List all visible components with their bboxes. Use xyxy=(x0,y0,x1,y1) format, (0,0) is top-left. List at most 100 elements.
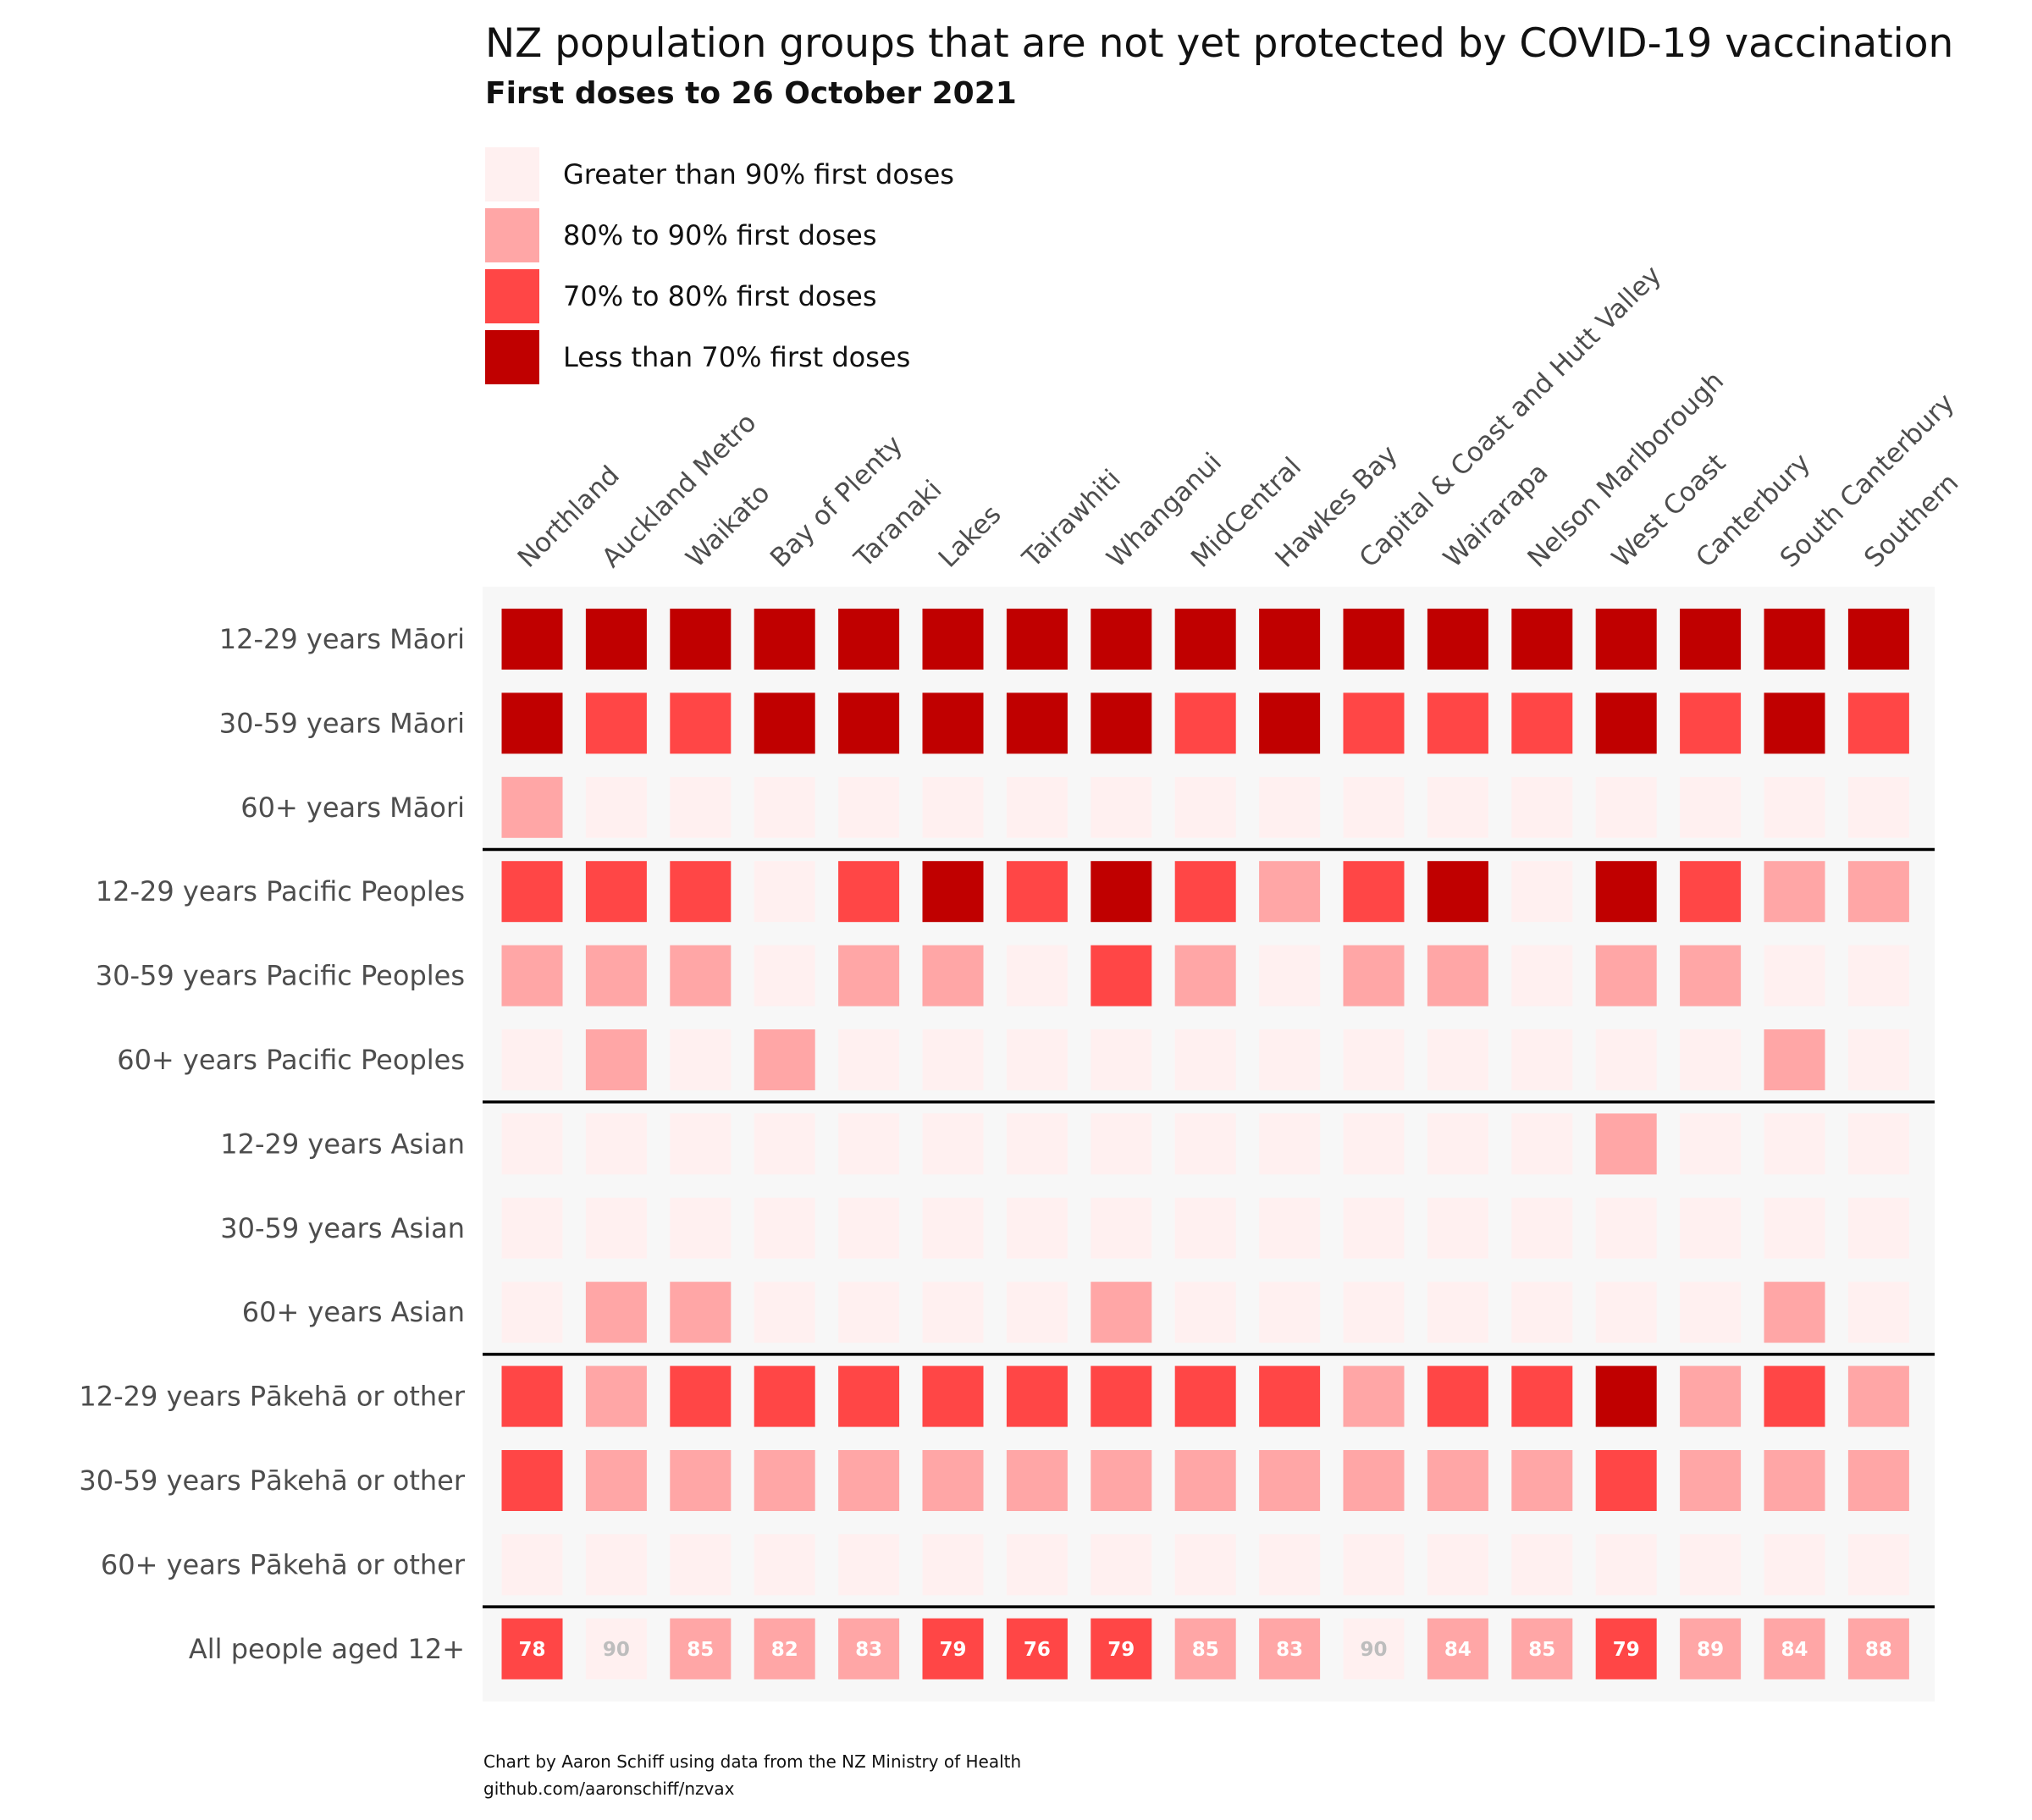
cell-60-years-asian-south-canterbury xyxy=(1764,1282,1825,1343)
cell-30-59-years-pakeha-or-other-bay-of-plenty xyxy=(754,1450,815,1511)
cell-30-59-years-maori-northland xyxy=(501,692,563,754)
cell-30-59-years-pakeha-or-other-wairarapa xyxy=(1427,1450,1488,1511)
cell-12-29-years-pacific-peoples-wairarapa xyxy=(1427,861,1488,923)
row-label-12-29-years-pacific-peoples: 12-29 years Pacific Peoples xyxy=(96,875,465,907)
legend-label-1: 80% to 90% first doses xyxy=(563,219,877,251)
cell-60-years-maori-northland xyxy=(501,776,563,838)
cell-30-59-years-pacific-peoples-hawkes-bay xyxy=(1259,945,1321,1007)
cell-12-29-years-pakeha-or-other-canterbury xyxy=(1680,1365,1742,1427)
cell-12-29-years-pacific-peoples-waikato xyxy=(670,861,732,923)
cell-60-years-maori-canterbury xyxy=(1680,776,1742,838)
cell-30-59-years-pacific-peoples-northland xyxy=(501,945,563,1007)
cell-all-people-aged-12-waikato xyxy=(670,1618,732,1679)
cell-60-years-maori-auckland-metro xyxy=(585,776,647,838)
legend-label-0: Greater than 90% first doses xyxy=(563,158,954,190)
cell-60-years-maori-south-canterbury xyxy=(1764,776,1825,838)
cell-12-29-years-pakeha-or-other-wairarapa xyxy=(1427,1365,1488,1427)
cell-12-29-years-pacific-peoples-south-canterbury xyxy=(1764,861,1825,923)
cell-60-years-pacific-peoples-hawkes-bay xyxy=(1259,1029,1321,1090)
cell-30-59-years-maori-south-canterbury xyxy=(1764,692,1825,754)
cell-12-29-years-pakeha-or-other-south-canterbury xyxy=(1764,1365,1825,1427)
cell-60-years-maori-lakes xyxy=(922,776,984,838)
cell-12-29-years-asian-canterbury xyxy=(1680,1113,1742,1175)
cell-30-59-years-maori-waikato xyxy=(670,692,732,754)
cell-12-29-years-pakeha-or-other-bay-of-plenty xyxy=(754,1365,815,1427)
cell-12-29-years-asian-south-canterbury xyxy=(1764,1113,1825,1175)
cell-60-years-maori-waikato xyxy=(670,776,732,838)
cell-30-59-years-pakeha-or-other-auckland-metro xyxy=(585,1450,647,1511)
cell-30-59-years-maori-midcentral xyxy=(1174,692,1236,754)
cell-60-years-pacific-peoples-nelson-marlborough xyxy=(1511,1029,1573,1090)
cell-all-people-aged-12-wairarapa xyxy=(1427,1618,1488,1679)
cell-12-29-years-pacific-peoples-hawkes-bay xyxy=(1259,861,1321,923)
row-label-30-59-years-pacific-peoples: 30-59 years Pacific Peoples xyxy=(96,960,465,992)
value-label-bay-of-plenty: 82 xyxy=(771,1639,798,1661)
cell-12-29-years-maori-south-canterbury xyxy=(1764,609,1825,670)
cell-30-59-years-pakeha-or-other-nelson-marlborough xyxy=(1511,1450,1573,1511)
cell-60-years-maori-bay-of-plenty xyxy=(754,776,815,838)
cell-60-years-pakeha-or-other-nelson-marlborough xyxy=(1511,1534,1573,1596)
cell-30-59-years-pacific-peoples-capital-coast-and-hutt-valley xyxy=(1343,945,1405,1007)
cell-30-59-years-maori-west-coast xyxy=(1595,692,1657,754)
cell-60-years-asian-lakes xyxy=(922,1282,984,1343)
value-label-capital-coast-and-hutt-valley: 90 xyxy=(1360,1639,1387,1661)
cell-60-years-pacific-peoples-taranaki xyxy=(838,1029,900,1090)
cell-30-59-years-asian-hawkes-bay xyxy=(1259,1197,1321,1259)
cell-30-59-years-pakeha-or-other-canterbury xyxy=(1680,1450,1742,1511)
cell-60-years-asian-waikato xyxy=(670,1282,732,1343)
cell-60-years-pacific-peoples-west-coast xyxy=(1595,1029,1657,1090)
cell-60-years-maori-taranaki xyxy=(838,776,900,838)
cell-60-years-maori-wairarapa xyxy=(1427,776,1488,838)
cell-12-29-years-pacific-peoples-midcentral xyxy=(1174,861,1236,923)
row-label-12-29-years-asian: 12-29 years Asian xyxy=(220,1128,465,1160)
legend: Greater than 90% first doses 80% to 90% f… xyxy=(485,147,954,384)
cell-12-29-years-pacific-peoples-west-coast xyxy=(1595,861,1657,923)
row-labels: 12-29 years Māori 30-59 years Māori 60+ ye… xyxy=(79,623,465,1665)
row-label-30-59-years-pakeha-or-other: 30-59 years Pākehā or other xyxy=(79,1464,465,1497)
cell-60-years-pakeha-or-other-auckland-metro xyxy=(585,1534,647,1596)
cell-12-29-years-pacific-peoples-northland xyxy=(501,861,563,923)
value-label-lakes: 79 xyxy=(939,1639,966,1661)
value-label-south-canterbury: 84 xyxy=(1781,1639,1808,1661)
row-label-60-years-maori: 60+ years Māori xyxy=(240,791,465,824)
cell-all-people-aged-12-northland xyxy=(501,1618,563,1679)
cell-12-29-years-asian-nelson-marlborough xyxy=(1511,1113,1573,1175)
cell-60-years-asian-whanganui xyxy=(1091,1282,1152,1343)
cell-12-29-years-pakeha-or-other-auckland-metro xyxy=(585,1365,647,1427)
cell-60-years-pakeha-or-other-hawkes-bay xyxy=(1259,1534,1321,1596)
cell-30-59-years-pakeha-or-other-whanganui xyxy=(1091,1450,1152,1511)
cell-12-29-years-asian-waikato xyxy=(670,1113,732,1175)
value-label-southern: 88 xyxy=(1865,1639,1892,1661)
cell-60-years-pacific-peoples-tairawhiti xyxy=(1006,1029,1068,1090)
cell-30-59-years-pacific-peoples-taranaki xyxy=(838,945,900,1007)
cell-12-29-years-pakeha-or-other-southern xyxy=(1847,1365,1909,1427)
cell-12-29-years-maori-hawkes-bay xyxy=(1259,609,1321,670)
cell-30-59-years-asian-wairarapa xyxy=(1427,1197,1488,1259)
cell-all-people-aged-12-taranaki xyxy=(838,1618,900,1679)
cell-12-29-years-asian-wairarapa xyxy=(1427,1113,1488,1175)
cell-12-29-years-asian-whanganui xyxy=(1091,1113,1152,1175)
cell-all-people-aged-12-whanganui xyxy=(1091,1618,1152,1679)
legend-swatch-0 xyxy=(485,147,539,201)
cell-60-years-asian-bay-of-plenty xyxy=(754,1282,815,1343)
cell-12-29-years-maori-west-coast xyxy=(1595,609,1657,670)
cell-60-years-pacific-peoples-canterbury xyxy=(1680,1029,1742,1090)
cell-12-29-years-maori-northland xyxy=(501,609,563,670)
chart-title: NZ population groups that are not yet pr… xyxy=(485,20,1953,67)
group-separators xyxy=(483,847,1935,1608)
cell-60-years-pakeha-or-other-west-coast xyxy=(1595,1534,1657,1596)
cell-30-59-years-maori-southern xyxy=(1847,692,1909,754)
cell-60-years-maori-nelson-marlborough xyxy=(1511,776,1573,838)
cell-30-59-years-maori-bay-of-plenty xyxy=(754,692,815,754)
cell-60-years-maori-capital-coast-and-hutt-valley xyxy=(1343,776,1405,838)
cell-12-29-years-pacific-peoples-capital-coast-and-hutt-valley xyxy=(1343,861,1405,923)
row-label-60-years-pacific-peoples: 60+ years Pacific Peoples xyxy=(117,1044,465,1076)
cell-12-29-years-pacific-peoples-nelson-marlborough xyxy=(1511,861,1573,923)
cell-12-29-years-pacific-peoples-tairawhiti xyxy=(1006,861,1068,923)
cell-60-years-asian-taranaki xyxy=(838,1282,900,1343)
cell-12-29-years-asian-midcentral xyxy=(1174,1113,1236,1175)
cell-60-years-pakeha-or-other-lakes xyxy=(922,1534,984,1596)
caption-credit: Chart by Aaron Schiff using data from th… xyxy=(483,1751,1021,1772)
cell-60-years-pakeha-or-other-southern xyxy=(1847,1534,1909,1596)
